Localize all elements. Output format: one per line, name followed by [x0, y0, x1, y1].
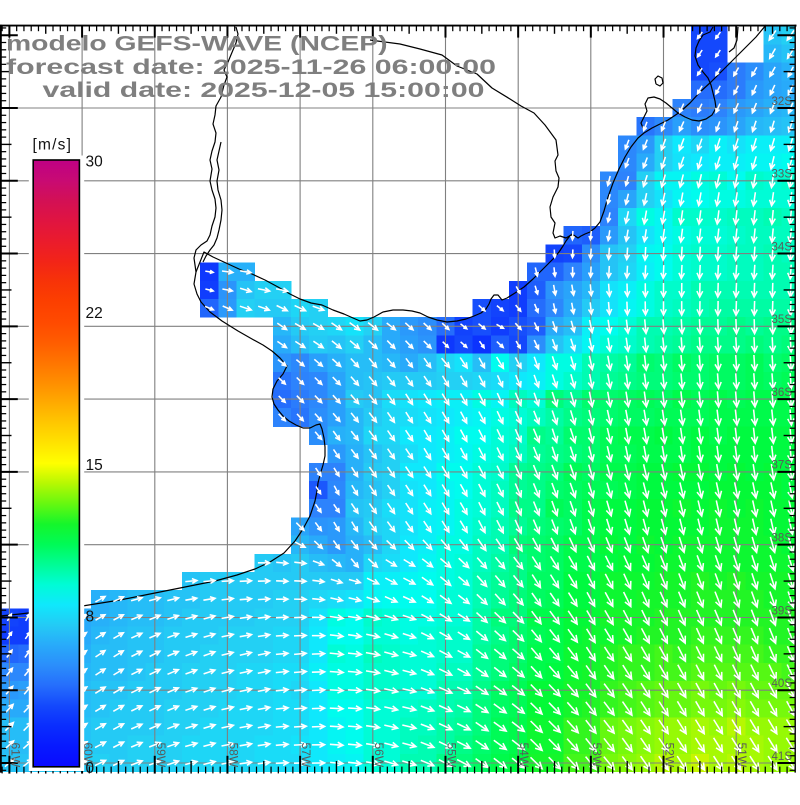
svg-text:35S: 35S: [772, 314, 793, 326]
svg-text:56W: 56W: [372, 743, 386, 768]
svg-text:36S: 36S: [772, 387, 793, 399]
svg-text:40S: 40S: [772, 678, 793, 690]
svg-text:51W: 51W: [735, 743, 749, 768]
svg-text:15: 15: [86, 457, 103, 474]
svg-text:modelo GEFS-WAVE (NCEP): modelo GEFS-WAVE (NCEP): [6, 33, 388, 56]
svg-text:60W: 60W: [81, 743, 95, 768]
svg-text:59W: 59W: [154, 743, 168, 768]
svg-text:52W: 52W: [663, 743, 677, 768]
svg-text:0: 0: [86, 760, 95, 777]
svg-text:34S: 34S: [772, 241, 793, 253]
svg-text:33S: 33S: [772, 169, 793, 181]
svg-text:valid date: 2025-12-05 15:00:0: valid date: 2025-12-05 15:00:00: [43, 79, 485, 102]
svg-text:54W: 54W: [517, 743, 531, 768]
svg-text:8: 8: [86, 609, 95, 626]
svg-text:[m/s]: [m/s]: [33, 137, 73, 154]
svg-text:32S: 32S: [772, 96, 793, 108]
svg-text:53W: 53W: [590, 743, 604, 768]
svg-text:55W: 55W: [445, 743, 459, 768]
svg-text:38S: 38S: [772, 533, 793, 545]
svg-text:37S: 37S: [772, 460, 793, 472]
svg-text:22: 22: [86, 305, 103, 322]
svg-text:58W: 58W: [226, 743, 240, 768]
svg-text:30: 30: [86, 154, 104, 171]
svg-text:forecast date: 2025-11-26 06:0: forecast date: 2025-11-26 06:00:00: [6, 56, 496, 79]
svg-text:39S: 39S: [772, 605, 793, 617]
svg-text:57W: 57W: [299, 743, 313, 768]
svg-text:61W: 61W: [8, 743, 22, 768]
svg-text:41S: 41S: [772, 751, 793, 763]
